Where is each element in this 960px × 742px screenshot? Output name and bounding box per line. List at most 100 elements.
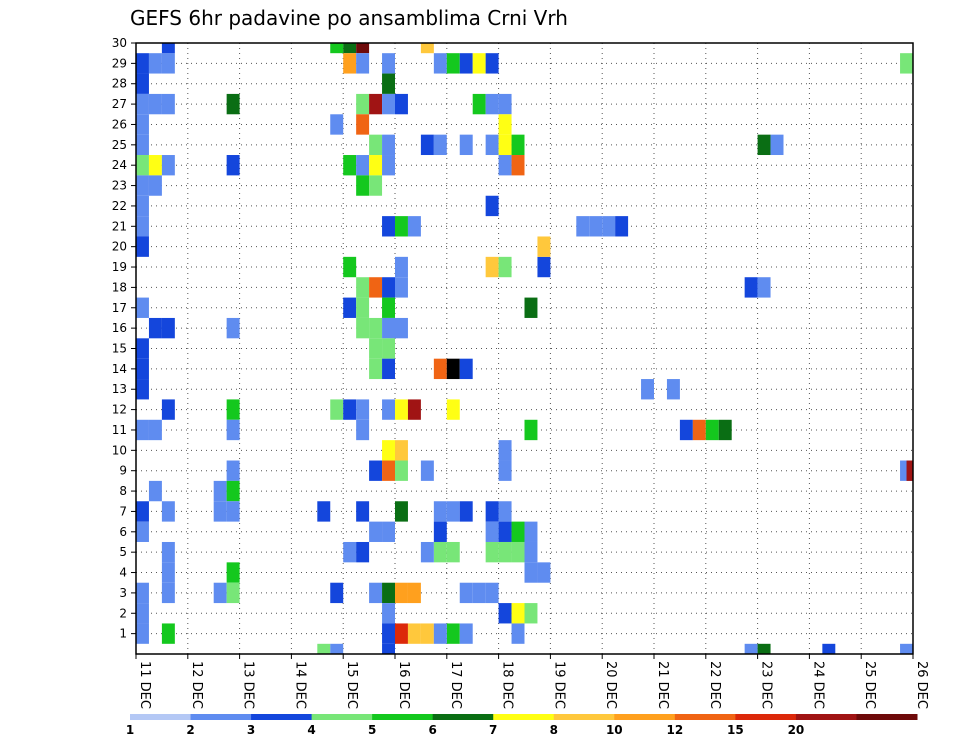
colorbar-segment	[432, 714, 494, 720]
heatmap-cell	[343, 399, 357, 420]
heatmap-cell	[356, 175, 370, 196]
heatmap-cell	[148, 53, 162, 74]
colorbar-label: 8	[550, 723, 558, 737]
x-tick-label: 22 DEC	[707, 661, 722, 709]
heatmap-cell	[395, 277, 408, 298]
heatmap-cell	[136, 501, 149, 522]
heatmap-cell	[369, 155, 383, 176]
y-tick-label: 16	[112, 321, 127, 335]
heatmap-cell	[136, 521, 149, 542]
heatmap-cell	[343, 43, 357, 54]
heatmap-cell	[446, 501, 460, 522]
heatmap-cell	[511, 134, 525, 156]
heatmap-cell	[356, 114, 370, 135]
heatmap-cell	[369, 582, 383, 604]
heatmap-cell	[420, 43, 434, 54]
heatmap-cell	[744, 643, 758, 654]
heatmap-cell	[757, 134, 771, 156]
heatmap-cell	[343, 53, 357, 74]
heatmap-cell	[589, 216, 603, 237]
heatmap-cell	[498, 440, 512, 461]
heatmap-cell	[615, 216, 629, 237]
heatmap-cell	[317, 643, 331, 654]
x-tick-label: 26 DEC	[914, 661, 929, 709]
x-tick-label: 21 DEC	[655, 661, 670, 709]
heatmap-cell	[136, 379, 149, 400]
heatmap-cell	[226, 460, 240, 481]
colorbar-segment	[614, 714, 676, 720]
heatmap-cell	[459, 358, 473, 380]
heatmap-cell	[148, 480, 162, 502]
y-tick-label: 18	[112, 280, 127, 294]
heatmap-cell	[382, 134, 395, 156]
heatmap-cell	[161, 501, 175, 522]
colorbar-label: 12	[666, 723, 683, 737]
colorbar-segment	[311, 714, 373, 720]
y-tick-label: 13	[112, 382, 127, 396]
heatmap-cell	[136, 603, 149, 624]
heatmap-cell	[420, 541, 434, 563]
heatmap-cell	[136, 93, 149, 115]
colorbar-label: 3	[247, 723, 255, 737]
heatmap-cell	[330, 582, 344, 604]
heatmap-cell	[602, 216, 616, 237]
heatmap-cell	[382, 582, 395, 604]
heatmap-cell	[382, 277, 395, 298]
heatmap-cell	[369, 460, 383, 481]
heatmap-cell	[498, 114, 512, 135]
heatmap-cell	[485, 541, 499, 563]
x-tick-label: 24 DEC	[810, 661, 825, 709]
heatmap-cell	[226, 562, 240, 583]
heatmap-cell	[369, 134, 383, 156]
heatmap-cell	[369, 521, 383, 542]
heatmap-cell	[446, 541, 460, 563]
colorbar-segment	[735, 714, 797, 720]
heatmap-cell	[433, 358, 447, 380]
heatmap-cell	[356, 501, 370, 522]
heatmap-cell	[382, 643, 395, 654]
heatmap-cell	[395, 460, 408, 481]
heatmap-cell	[446, 623, 460, 644]
heatmap-cell	[213, 501, 227, 522]
y-tick-label: 2	[119, 606, 127, 620]
heatmap-cell	[472, 582, 486, 604]
heatmap-cell	[407, 216, 421, 237]
colorbar-segment	[856, 714, 918, 720]
heatmap-cell	[382, 216, 395, 237]
heatmap-cell	[485, 521, 499, 542]
y-tick-label: 9	[119, 464, 127, 478]
heatmap-cell	[511, 541, 525, 563]
heatmap-cell	[382, 460, 395, 481]
heatmap-cell	[382, 93, 395, 115]
heatmap-cell	[161, 43, 175, 54]
heatmap-cell	[226, 582, 240, 604]
x-axis-ticks: 11 DEC 12 DEC 13 DEC 14 DEC 15 DEC 16 DEC 17 D…	[135, 654, 929, 709]
heatmap-cell	[369, 175, 383, 196]
heatmap-cell	[395, 317, 408, 339]
heatmap-cell	[382, 53, 395, 74]
heatmap-cell	[537, 256, 551, 278]
heatmap-cell	[356, 317, 370, 339]
heatmap-cell	[395, 256, 408, 278]
heatmap-cell	[369, 93, 383, 115]
heatmap-cells	[136, 43, 913, 654]
heatmap-cell	[420, 623, 434, 644]
heatmap-cell	[446, 358, 460, 380]
chart-title: GEFS 6hr padavine po ansamblima Crni Vrh	[130, 6, 568, 30]
heatmap-cell	[369, 277, 383, 298]
colorbar-label: 7	[489, 723, 497, 737]
colorbar-segment	[553, 714, 615, 720]
heatmap-cell	[511, 155, 525, 176]
colorbar-label: 2	[186, 723, 194, 737]
heatmap-cell	[330, 399, 344, 420]
heatmap-cell	[161, 582, 175, 604]
y-tick-label: 25	[112, 138, 127, 152]
y-tick-label: 12	[112, 403, 127, 417]
heatmap-cell	[395, 93, 408, 115]
heatmap-cell	[148, 419, 162, 441]
x-tick-label: 25 DEC	[862, 661, 877, 709]
heatmap-cell	[537, 562, 551, 583]
heatmap-cell	[744, 277, 758, 298]
heatmap-cell	[485, 256, 499, 278]
heatmap-cell	[382, 603, 395, 624]
